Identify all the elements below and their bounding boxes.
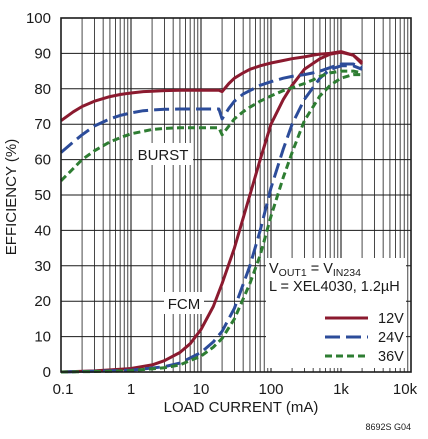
y-tick-label: 60 — [34, 152, 51, 169]
series-36v-burst-line — [59, 69, 363, 182]
x-tick-labels: 0.1 1 10 100 1k 10k — [53, 381, 418, 398]
x-tick-label: 1 — [127, 381, 135, 398]
x-axis-label: LOAD CURRENT (mA) — [164, 399, 319, 416]
series-24v-burst-line — [60, 62, 363, 154]
x-tick-label: 100 — [258, 381, 283, 398]
legend-label-36v: 36V — [378, 349, 404, 365]
y-tick-label: 50 — [34, 187, 51, 204]
y-tick-label: 100 — [26, 10, 51, 27]
y-tick-labels: 0 10 20 30 40 50 60 70 80 90 100 — [26, 10, 51, 381]
legend: 12V 24V 36V — [325, 311, 404, 365]
fcm-label: FCM — [168, 296, 201, 313]
y-axis-label: EFFICIENCY (%) — [3, 139, 20, 255]
x-tick-label: 0.1 — [53, 381, 74, 398]
legend-label-12v: 12V — [378, 311, 404, 327]
legend-box — [266, 258, 406, 368]
series-36v-fcm-line — [60, 73, 363, 374]
y-tick-label: 10 — [34, 329, 51, 346]
y-tick-label: 80 — [34, 81, 51, 98]
legend-label-24v: 24V — [378, 330, 404, 346]
plot-frame — [60, 17, 412, 373]
series-12v-fcm-line — [60, 50, 364, 374]
burst-label-box — [133, 143, 193, 165]
series-24v-fcm-line — [60, 64, 363, 374]
y-tick-label: 20 — [34, 293, 51, 310]
data-curves — [59, 50, 364, 374]
y-tick-label: 90 — [34, 45, 51, 62]
y-tick-label: 0 — [43, 364, 51, 381]
y-tick-label: 70 — [34, 116, 51, 133]
x-tick-label: 10 — [193, 381, 210, 398]
condition-inductor: L = XEL4030, 1.2µH — [269, 279, 400, 295]
fcm-label-box — [164, 292, 204, 314]
x-tick-label: 10k — [393, 381, 418, 398]
condition-vout: VOUT1 = VIN234 — [269, 261, 361, 279]
y-tick-label: 30 — [34, 258, 51, 275]
series-12v-burst-line — [60, 50, 364, 122]
x-tick-label: 1k — [333, 381, 349, 398]
y-tick-label: 40 — [34, 222, 51, 239]
burst-label: BURST — [138, 147, 189, 164]
figure-id: 8692S G04 — [365, 422, 411, 432]
